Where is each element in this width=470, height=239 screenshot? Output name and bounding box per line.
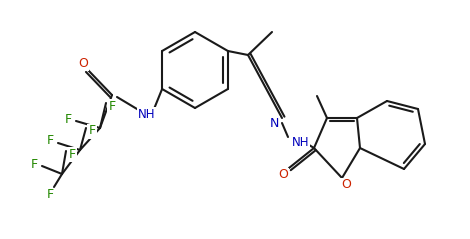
Text: F: F	[47, 135, 54, 147]
Text: F: F	[64, 113, 71, 125]
Text: NH: NH	[292, 136, 310, 150]
Text: F: F	[69, 147, 76, 161]
Text: F: F	[31, 158, 38, 170]
Text: F: F	[88, 125, 95, 137]
Text: NH: NH	[138, 108, 156, 120]
Text: F: F	[109, 99, 116, 113]
Text: O: O	[341, 179, 351, 191]
Text: O: O	[78, 56, 88, 70]
Text: N: N	[270, 116, 279, 130]
Text: O: O	[278, 168, 288, 181]
Text: F: F	[47, 189, 54, 201]
